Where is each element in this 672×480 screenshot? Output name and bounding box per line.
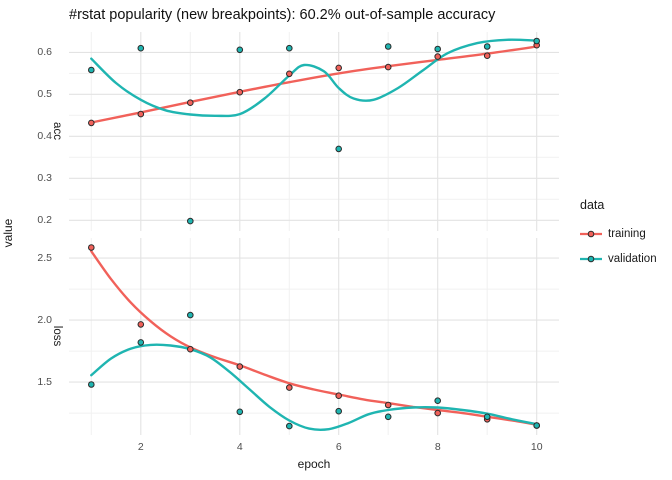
legend-item-label: training xyxy=(608,227,646,240)
chart-title: #rstat popularity (new breakpoints): 60.… xyxy=(69,7,496,23)
facet-strip-loss: loss xyxy=(51,325,63,347)
data-point-training xyxy=(286,70,293,78)
data-point-validation xyxy=(137,44,145,52)
smooth-line-training-loss xyxy=(90,250,538,426)
data-point-validation xyxy=(286,44,293,52)
data-point-training xyxy=(236,88,244,96)
data-point-validation xyxy=(187,217,194,225)
smooth-lines-acc xyxy=(90,38,538,124)
data-point-training xyxy=(187,345,194,353)
y-tick-label: 0.5 xyxy=(37,87,52,100)
legend-key-validation-icon xyxy=(580,255,602,262)
data-point-validation xyxy=(483,413,491,421)
data-point-validation xyxy=(286,422,293,430)
data-point-training xyxy=(88,244,95,251)
y-tick-label: 0.6 xyxy=(37,45,52,58)
data-point-validation xyxy=(88,381,95,388)
x-tick-label: 4 xyxy=(236,441,243,453)
legend-key-training-icon xyxy=(580,230,602,237)
data-point-training xyxy=(187,99,194,106)
legend: data training validation xyxy=(580,198,657,271)
x-tick-label: 10 xyxy=(530,441,543,453)
data-point-training xyxy=(137,321,145,328)
data-point-validation xyxy=(384,413,392,421)
data-point-validation xyxy=(533,422,541,429)
x-tick-label: 2 xyxy=(137,441,144,453)
data-point-validation xyxy=(137,339,145,346)
data-point-validation xyxy=(187,311,194,319)
data-point-validation xyxy=(236,408,244,416)
data-point-training xyxy=(384,401,392,409)
data-point-validation xyxy=(88,66,95,74)
data-point-validation xyxy=(533,37,541,45)
points-loss xyxy=(88,244,541,430)
data-point-validation xyxy=(236,46,244,54)
x-tick-label: 8 xyxy=(434,441,441,453)
smooth-line-validation-loss xyxy=(90,343,538,431)
data-point-validation xyxy=(434,45,442,53)
smooth-line-training-acc xyxy=(90,45,538,124)
legend-item-training: training xyxy=(580,221,657,246)
data-point-validation xyxy=(483,43,491,50)
points-acc xyxy=(88,37,541,225)
legend-title: data xyxy=(580,198,605,212)
y-tick-label: 0.3 xyxy=(37,171,52,184)
y-tick-label: 0.2 xyxy=(37,213,52,226)
data-point-training xyxy=(335,64,343,72)
data-point-training xyxy=(335,392,343,400)
y-tick-label: 1.5 xyxy=(37,375,52,388)
data-point-training xyxy=(384,63,392,71)
data-point-training xyxy=(483,52,491,60)
data-point-validation xyxy=(335,407,343,415)
data-point-training xyxy=(236,363,244,370)
data-point-training xyxy=(88,119,95,127)
gridlines-loss xyxy=(69,238,559,435)
facet-strip-acc: acc xyxy=(51,122,63,140)
y-tick-label: 0.4 xyxy=(37,129,52,142)
data-point-validation xyxy=(434,397,442,405)
data-point-training xyxy=(137,110,145,118)
x-axis-title: epoch xyxy=(297,457,331,471)
legend-item-validation: validation xyxy=(580,246,657,271)
smooth-line-validation-acc xyxy=(90,38,538,118)
data-point-training xyxy=(434,409,442,417)
data-point-validation xyxy=(384,43,392,50)
data-point-validation xyxy=(335,145,343,153)
y-tick-label: 2.5 xyxy=(37,251,52,264)
data-point-training xyxy=(434,53,442,60)
data-point-training xyxy=(286,384,293,391)
gridlines-acc xyxy=(69,32,559,231)
y-tick-label: 2.0 xyxy=(37,313,52,326)
x-tick-label: 6 xyxy=(335,441,342,453)
smooth-lines-loss xyxy=(90,250,538,431)
legend-item-label: validation xyxy=(608,252,657,265)
